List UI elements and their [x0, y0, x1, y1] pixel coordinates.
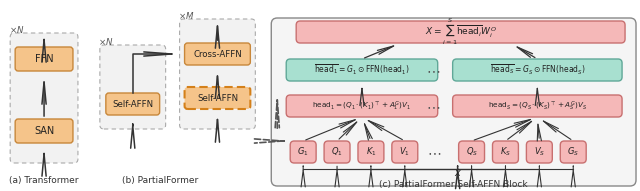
FancyBboxPatch shape: [452, 95, 622, 117]
FancyBboxPatch shape: [452, 59, 622, 81]
FancyBboxPatch shape: [184, 43, 250, 65]
Text: $\cdots$: $\cdots$: [427, 145, 441, 159]
Text: $K_1$: $K_1$: [365, 146, 376, 158]
Text: $\times N$: $\times N$: [9, 23, 24, 35]
FancyBboxPatch shape: [493, 141, 518, 163]
Text: $\times M$: $\times M$: [177, 10, 194, 20]
FancyBboxPatch shape: [286, 95, 438, 117]
FancyBboxPatch shape: [459, 141, 484, 163]
Text: $\mathrm{head}_S = (Q_S \cdot (K_S)^\top + \mathit{A}_S^G)V_S$: $\mathrm{head}_S = (Q_S \cdot (K_S)^\top…: [488, 99, 587, 113]
FancyBboxPatch shape: [100, 45, 166, 129]
Text: $\overline{\mathrm{head}_1} = G_1 \odot \mathrm{FFN(head}_1)$: $\overline{\mathrm{head}_1} = G_1 \odot …: [314, 63, 410, 77]
Text: $\overline{\mathrm{head}_S} = G_S \odot \mathrm{FFN(head}_S)$: $\overline{\mathrm{head}_S} = G_S \odot …: [490, 63, 585, 77]
Text: (c) PartialFormer Self-AFFN Block: (c) PartialFormer Self-AFFN Block: [380, 180, 528, 189]
Text: SAN: SAN: [34, 126, 54, 136]
FancyBboxPatch shape: [180, 19, 255, 129]
FancyBboxPatch shape: [526, 141, 552, 163]
Text: $G_1$: $G_1$: [298, 146, 309, 158]
FancyBboxPatch shape: [15, 119, 73, 143]
FancyBboxPatch shape: [106, 93, 159, 115]
Text: $Q_S$: $Q_S$: [465, 146, 477, 158]
FancyBboxPatch shape: [271, 18, 636, 186]
FancyBboxPatch shape: [290, 141, 316, 163]
Text: Cross-AFFN: Cross-AFFN: [193, 49, 242, 58]
Text: $K_S$: $K_S$: [500, 146, 511, 158]
Text: (b) PartialFormer: (b) PartialFormer: [122, 176, 198, 185]
Text: (a) Transformer: (a) Transformer: [10, 176, 79, 185]
Text: $\cdots$: $\cdots$: [426, 99, 440, 113]
Text: FFN: FFN: [35, 54, 53, 64]
Text: $X = \sum_{i=1}^{S} \overline{\mathrm{head}_i} W_i^O$: $X = \sum_{i=1}^{S} \overline{\mathrm{he…: [424, 17, 497, 47]
Text: $G_S$: $G_S$: [567, 146, 579, 158]
FancyBboxPatch shape: [324, 141, 350, 163]
Text: $V_S$: $V_S$: [534, 146, 545, 158]
Text: $\cdots$: $\cdots$: [426, 63, 440, 77]
Text: $Q_1$: $Q_1$: [331, 146, 343, 158]
FancyBboxPatch shape: [358, 141, 384, 163]
Text: $\mathrm{head}_1 = (Q_1 \cdot (K_1)^\top + \mathit{A}_1^G)V_1$: $\mathrm{head}_1 = (Q_1 \cdot (K_1)^\top…: [312, 99, 412, 113]
Text: $V_1$: $V_1$: [399, 146, 410, 158]
FancyBboxPatch shape: [286, 59, 438, 81]
FancyBboxPatch shape: [560, 141, 586, 163]
FancyBboxPatch shape: [392, 141, 418, 163]
FancyBboxPatch shape: [296, 21, 625, 43]
FancyBboxPatch shape: [10, 33, 78, 163]
FancyBboxPatch shape: [184, 87, 250, 109]
Text: Self-AFFN: Self-AFFN: [112, 100, 154, 108]
Text: Self-AFFN: Self-AFFN: [197, 94, 238, 103]
FancyBboxPatch shape: [15, 47, 73, 71]
Text: $\times N$: $\times N$: [98, 36, 113, 46]
Text: $x$: $x$: [454, 168, 461, 178]
